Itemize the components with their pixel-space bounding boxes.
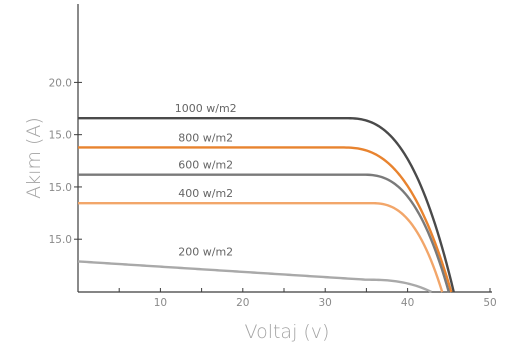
y-tick-label: 15.0 xyxy=(49,130,72,142)
y-tick-label: 15.0 xyxy=(49,234,72,246)
series-labels: 1000 w/m2 800 w/m2 600 w/m2 400 w/m2 200 w/m… xyxy=(175,102,237,258)
x-tick-label: 50 xyxy=(483,297,496,309)
x-axis-title: Voltaj (v) xyxy=(245,321,330,343)
y-axis-title: Akım (A) xyxy=(23,117,45,199)
x-tick-label: 20 xyxy=(236,297,249,309)
series-label: 600 w/m2 xyxy=(178,159,233,172)
series-label: 800 w/m2 xyxy=(178,131,233,144)
series-line xyxy=(77,260,433,294)
series-line xyxy=(78,117,455,293)
curves xyxy=(77,117,455,294)
series-label: 200 w/m2 xyxy=(178,245,233,258)
y-tick-label: 15.0 xyxy=(49,182,72,194)
series-label: 1000 w/m2 xyxy=(175,102,237,115)
x-tick-label: 40 xyxy=(401,297,414,309)
ticks: 10 20 30 40 50 20.0 15.0 15.0 15.0 xyxy=(49,77,497,309)
y-tick-label: 20.0 xyxy=(49,77,72,89)
series-label: 400 w/m2 xyxy=(178,187,233,200)
x-tick-label: 30 xyxy=(319,297,332,309)
x-tick-label: 10 xyxy=(154,297,167,309)
series-line xyxy=(78,201,444,293)
series-line xyxy=(78,173,450,293)
series-line xyxy=(78,146,453,293)
